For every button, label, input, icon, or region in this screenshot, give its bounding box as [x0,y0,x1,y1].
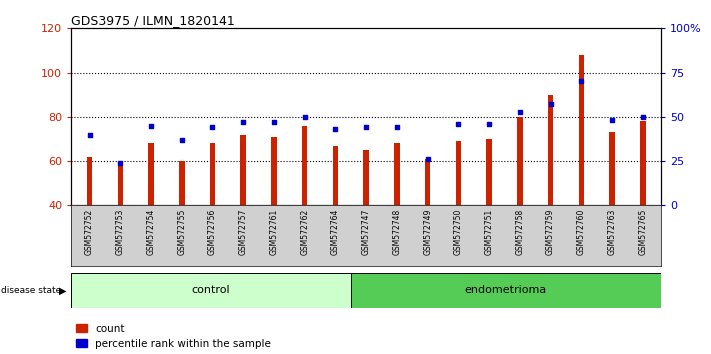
Point [391,125,402,130]
Point [145,123,156,129]
Point [514,109,525,114]
Bar [425,159,430,205]
Point [606,118,618,123]
Point [453,121,464,127]
Bar [117,163,123,205]
Text: GSM572764: GSM572764 [331,208,340,255]
Bar [517,117,523,205]
Bar [71,273,351,308]
Text: GSM572747: GSM572747 [362,208,370,255]
Text: GSM572763: GSM572763 [608,208,616,255]
Text: GDS3975 / ILMN_1820141: GDS3975 / ILMN_1820141 [71,14,235,27]
Bar [333,145,338,205]
Point [422,156,433,162]
Bar [149,143,154,205]
Point [237,119,249,125]
Bar [609,132,615,205]
Bar [302,126,307,205]
Text: GSM572750: GSM572750 [454,208,463,255]
Text: GSM572762: GSM572762 [300,208,309,255]
Point [84,132,95,137]
Bar [179,161,185,205]
Text: endometrioma: endometrioma [465,285,547,295]
Bar [579,55,584,205]
Point [545,102,556,107]
Point [207,125,218,130]
Bar [240,135,246,205]
Text: GSM572749: GSM572749 [423,208,432,255]
Bar [363,150,369,205]
Text: GSM572765: GSM572765 [638,208,647,255]
Point [268,119,279,125]
Text: GSM572753: GSM572753 [116,208,124,255]
Text: control: control [191,285,230,295]
Point [176,137,188,143]
Text: GSM572754: GSM572754 [146,208,156,255]
Point [637,114,648,120]
Text: ▶: ▶ [59,285,67,295]
Text: GSM572755: GSM572755 [177,208,186,255]
Bar [456,141,461,205]
Bar [87,156,92,205]
Point [114,160,126,166]
Point [576,79,587,84]
Bar [547,95,553,205]
Bar [640,121,646,205]
Point [330,126,341,132]
Text: GSM572756: GSM572756 [208,208,217,255]
Text: GSM572761: GSM572761 [269,208,279,255]
Point [483,121,495,127]
Bar [271,137,277,205]
Text: GSM572758: GSM572758 [515,208,524,255]
Point [299,114,311,120]
Bar [210,143,215,205]
Text: GSM572759: GSM572759 [546,208,555,255]
Text: GSM572757: GSM572757 [239,208,247,255]
Text: disease state: disease state [1,286,61,295]
Bar [351,273,661,308]
Text: GSM572751: GSM572751 [485,208,493,255]
Bar [486,139,492,205]
Legend: count, percentile rank within the sample: count, percentile rank within the sample [76,324,271,349]
Text: GSM572760: GSM572760 [577,208,586,255]
Point [360,125,372,130]
Text: GSM572748: GSM572748 [392,208,402,255]
Text: GSM572752: GSM572752 [85,208,94,255]
Bar [394,143,400,205]
